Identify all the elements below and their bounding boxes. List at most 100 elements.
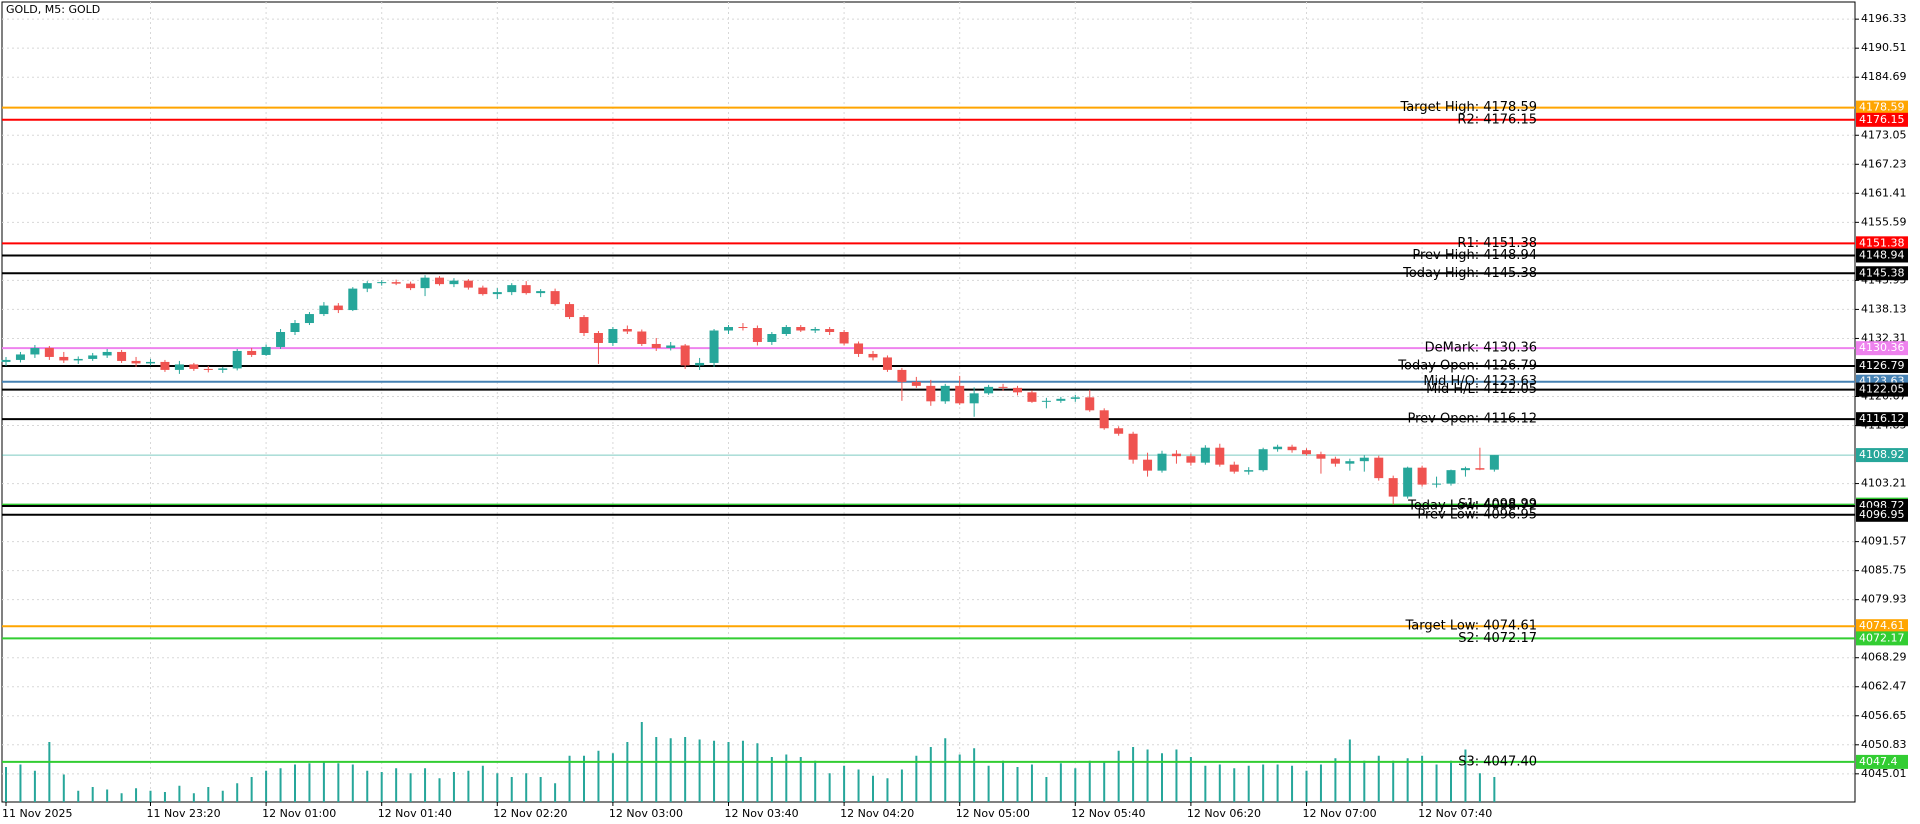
price-tag [1856, 754, 1908, 769]
volume-bar [698, 739, 701, 802]
y-tick-label: 4138.13 [1861, 302, 1907, 315]
candle-body [232, 350, 242, 369]
level-label: Target Low: 4074.61 [1404, 619, 1537, 634]
candle-body [218, 368, 228, 370]
volume-bar [525, 773, 528, 802]
y-tick-label: 4068.29 [1861, 651, 1907, 664]
volume-bar [294, 764, 296, 802]
volume-bar [727, 742, 730, 802]
price-tag [1856, 112, 1908, 127]
candle-body [146, 361, 155, 364]
candle-body [117, 351, 127, 361]
candle-body [391, 282, 401, 284]
candle-body [333, 305, 343, 311]
volume-bar [1175, 749, 1178, 802]
y-tick-label: 4103.21 [1861, 477, 1907, 490]
y-tick-label: 4184.69 [1861, 70, 1907, 83]
candle-body [1273, 446, 1283, 450]
volume-bar [770, 757, 773, 802]
volume-bar [1392, 760, 1395, 802]
volume-bar [308, 763, 311, 802]
candle-body [709, 330, 719, 363]
volume-bar [409, 773, 412, 802]
x-tick-label: 12 Nov 03:00 [609, 807, 683, 820]
volume-bar [250, 777, 253, 802]
candle-body [1403, 467, 1413, 497]
volume-bar [539, 777, 542, 802]
volume-bar [799, 757, 802, 802]
candle-body [1475, 468, 1485, 470]
candle-body [30, 347, 40, 355]
candle-body [507, 285, 517, 293]
volume-bar [1016, 767, 1019, 802]
volume-bar [1189, 757, 1192, 802]
candle-body [1027, 392, 1037, 402]
volume-bar [843, 765, 846, 802]
candle-body [435, 277, 444, 285]
candle-body [1, 359, 11, 362]
volume-bar [756, 743, 759, 802]
level-label: S3: 4047.40 [1458, 754, 1537, 769]
candle-body [449, 280, 459, 285]
price-tag-label: 4145.38 [1859, 266, 1905, 279]
candle-body [203, 368, 213, 370]
candle-body [1070, 397, 1080, 399]
volume-bar [1276, 764, 1279, 802]
volume-bar [597, 750, 600, 802]
price-tag [1856, 266, 1908, 281]
candle-body [969, 393, 979, 404]
volume-bar [626, 742, 629, 802]
volume-bar [1103, 762, 1106, 802]
level-label: Prev Low: 4096.95 [1417, 507, 1537, 522]
candle-body [1186, 456, 1196, 463]
volume-bar [785, 754, 788, 802]
volume-bar [741, 740, 744, 802]
volume-bar [1291, 765, 1294, 802]
price-tag-label: 4072.17 [1859, 631, 1905, 644]
candle-body [984, 386, 994, 394]
volume-bar [91, 787, 94, 802]
volume-bar [77, 790, 80, 802]
volume-bar [481, 765, 484, 802]
candle-body [593, 333, 603, 343]
volume-bar [554, 783, 557, 802]
y-tick-label: 4062.47 [1861, 680, 1907, 693]
volume-bar [1218, 764, 1221, 802]
volume-bar [886, 778, 889, 802]
candle-body [1374, 457, 1384, 479]
candle-body [955, 385, 965, 404]
price-tag-label: 4176.15 [1859, 113, 1905, 126]
volume-bar [814, 760, 817, 802]
volume-bar [178, 785, 181, 802]
candle-body [810, 329, 820, 331]
volume-bar [1377, 755, 1380, 802]
volume-bar [33, 770, 36, 802]
volume-bar [1030, 764, 1033, 802]
price-tag [1856, 631, 1908, 646]
candle-body [160, 361, 170, 370]
volume-bar [1002, 760, 1005, 802]
x-tick-label: 12 Nov 07:00 [1303, 807, 1377, 820]
volume-bar [915, 755, 918, 802]
volume-bar [684, 737, 687, 802]
candle-body [102, 351, 112, 356]
candle-body [319, 305, 329, 315]
volume-bar [1247, 765, 1250, 802]
price-tag [1856, 507, 1908, 522]
candle-body [1359, 457, 1369, 462]
candle-body [752, 328, 762, 342]
y-tick-label: 4196.33 [1861, 12, 1907, 25]
x-tick-label: 12 Nov 02:20 [493, 807, 567, 820]
volume-bar [1161, 753, 1163, 802]
candle-body [998, 386, 1008, 388]
volume-bar [1435, 764, 1438, 802]
x-tick-label: 12 Nov 03:40 [725, 807, 799, 820]
candle-body [1244, 470, 1254, 472]
candle-body [1302, 450, 1311, 455]
candle-body [767, 333, 777, 342]
volume-bar [366, 770, 369, 802]
volume-bar [1074, 768, 1077, 802]
x-tick-label: 12 Nov 06:20 [1187, 807, 1261, 820]
price-tag [1856, 236, 1908, 251]
candle-body [1460, 468, 1470, 471]
